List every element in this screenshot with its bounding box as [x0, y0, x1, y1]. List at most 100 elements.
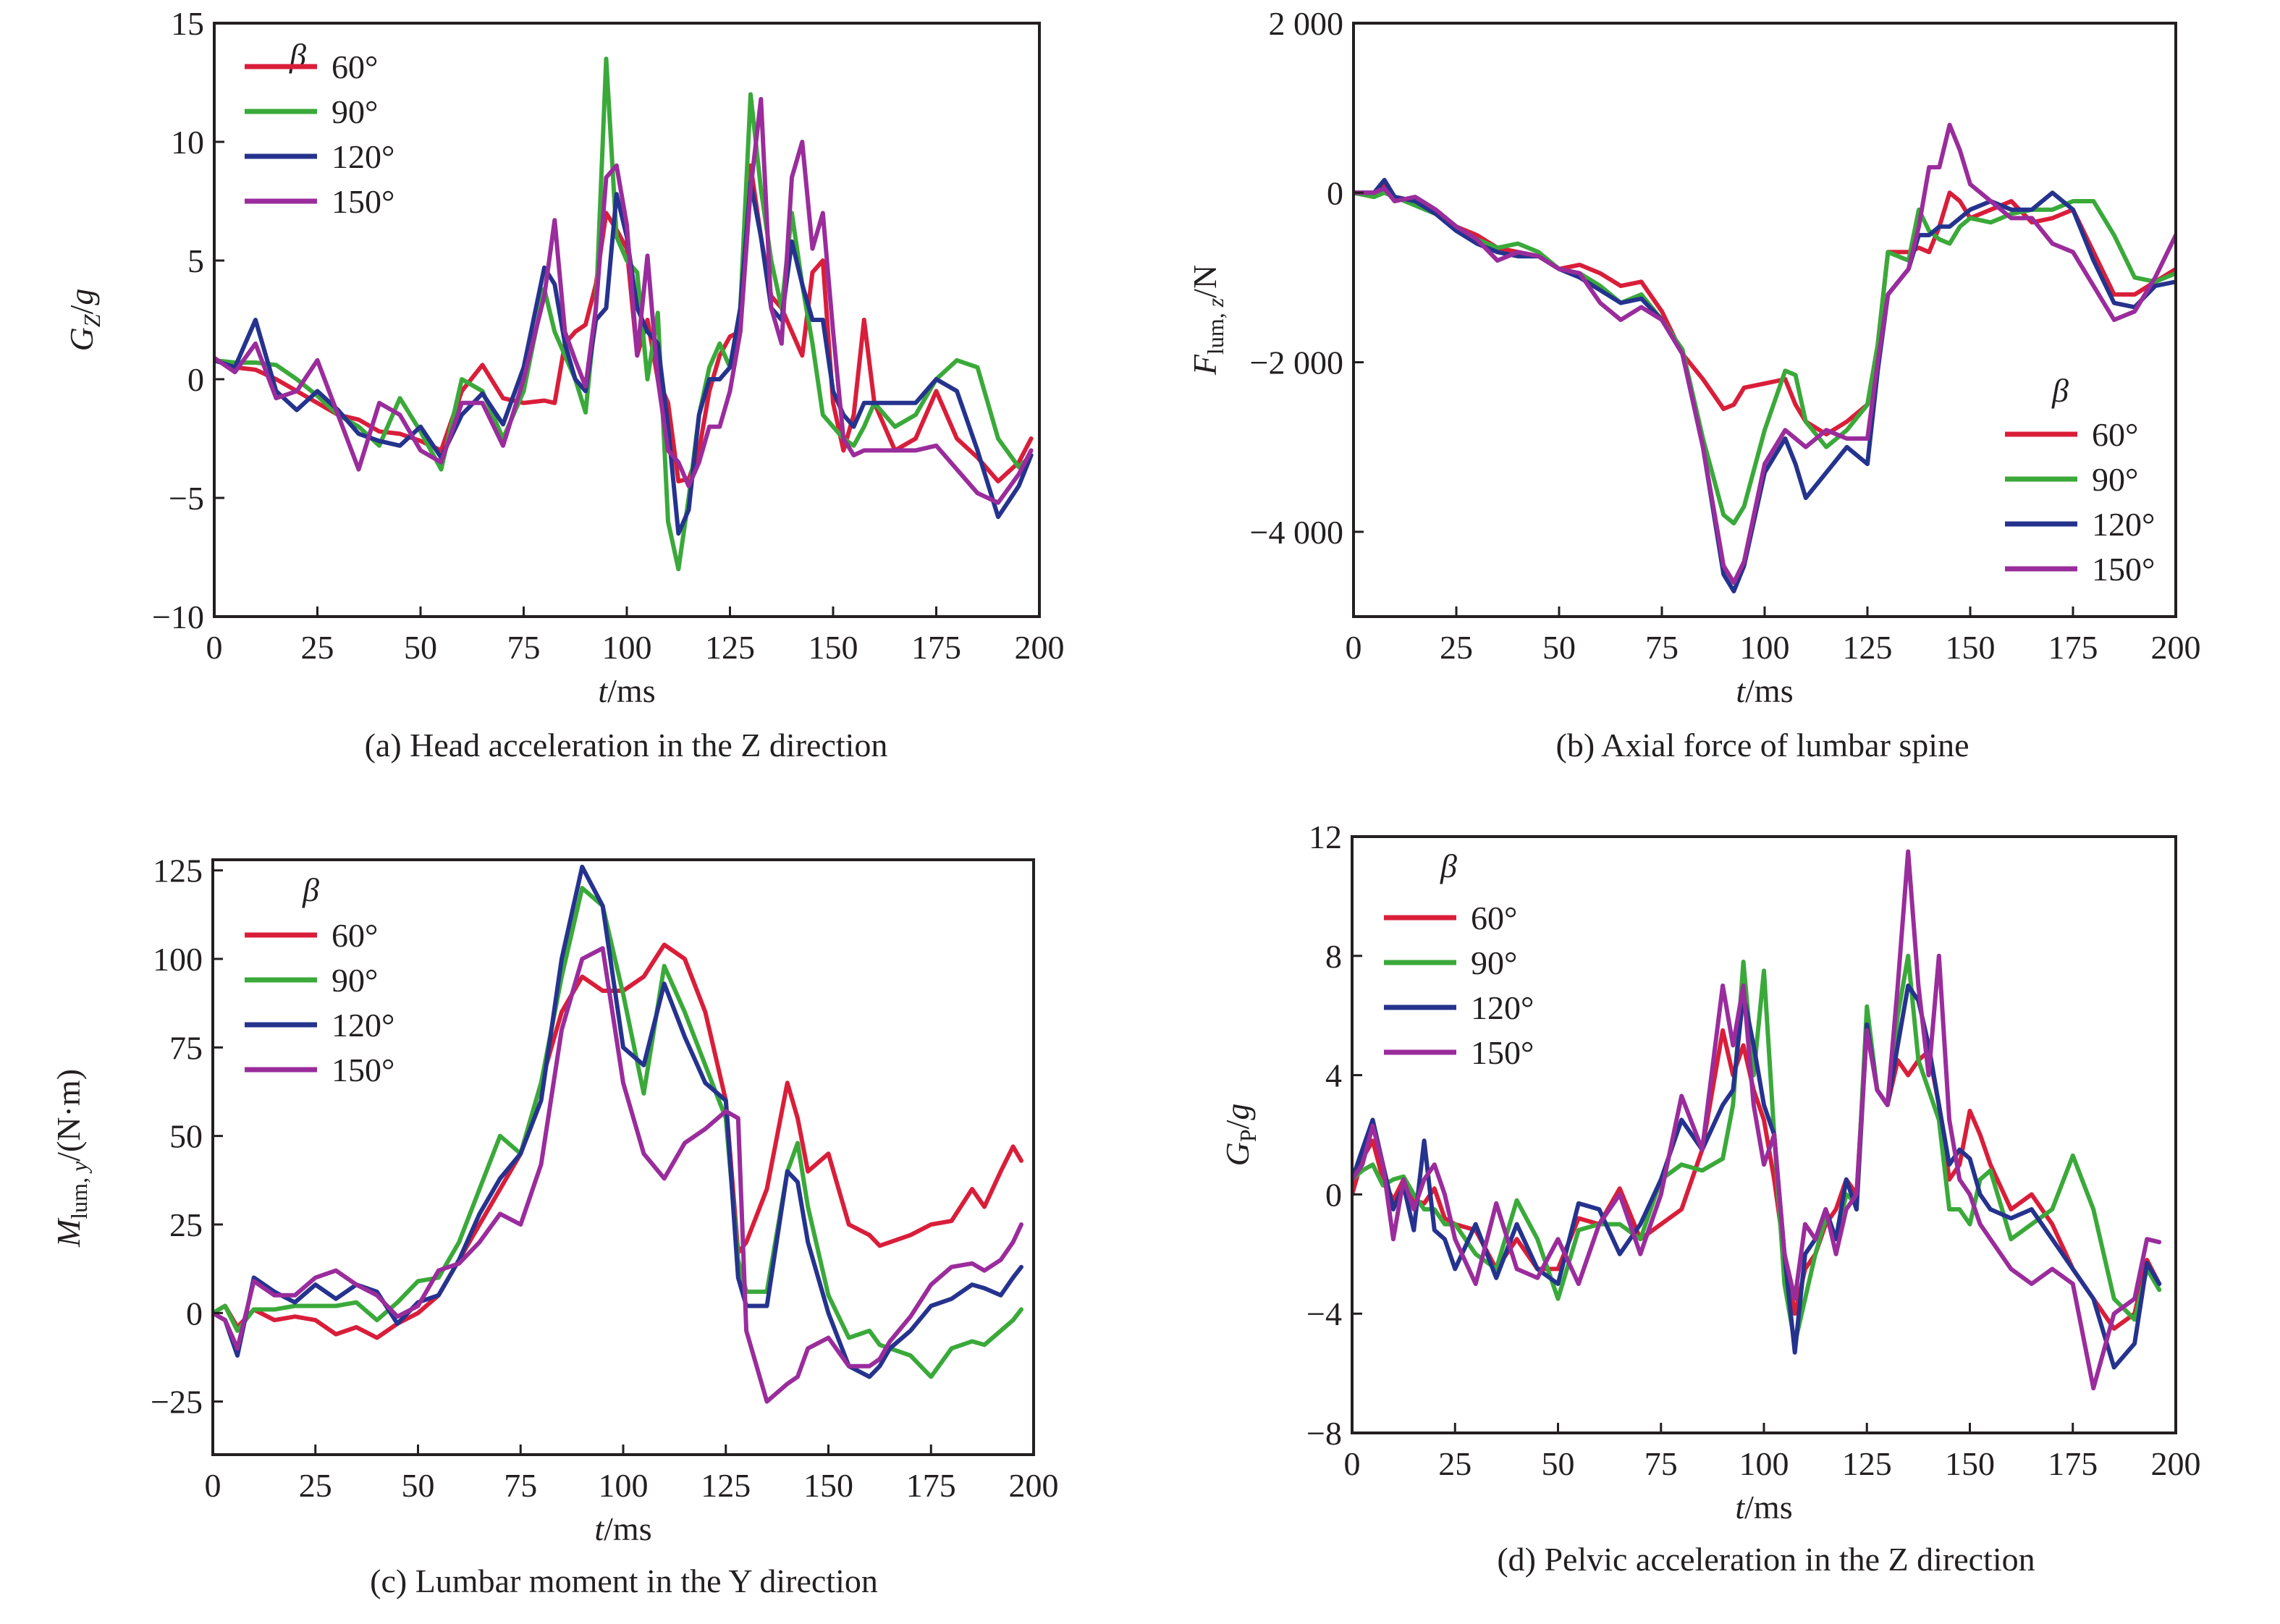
series-line-120deg — [1354, 177, 2176, 593]
legend-label-120deg: 120° — [332, 1007, 394, 1044]
legend-label-120deg: 120° — [332, 138, 394, 175]
legend-label-150deg: 150° — [332, 183, 394, 220]
x-tick-label: 0 — [206, 629, 223, 666]
x-tick-label: 50 — [402, 1467, 435, 1504]
x-tick-label: 125 — [1843, 629, 1893, 666]
x-tick-label: 50 — [1542, 1445, 1575, 1482]
series-layer — [213, 864, 1023, 1404]
x-axis-title: t/ms — [594, 1510, 651, 1547]
y-axis-title: Flum, z/N — [1186, 265, 1228, 376]
series-layer — [1352, 849, 2162, 1391]
x-axis-title: t/ms — [598, 672, 655, 709]
axis-ticks: 0 25 50 75 100 125 150 175 200 −25 0 25 50 75 100 125 — [151, 853, 1058, 1504]
x-tick-label: 150 — [1946, 629, 1996, 666]
x-tick-label: 25 — [1440, 629, 1473, 666]
axis-ticks: 0 25 50 75 100 125 150 175 200 −10 −5 0 5 10 15 — [152, 5, 1064, 666]
legend-label-150deg: 150° — [1471, 1034, 1534, 1071]
x-tick-label: 175 — [2048, 629, 2098, 666]
x-tick-label: 125 — [1842, 1445, 1892, 1482]
x-tick-label: 200 — [2151, 1445, 2201, 1482]
y-tick-label: 2 000 — [1269, 5, 1344, 42]
y-tick-label: −4 — [1306, 1295, 1342, 1332]
x-tick-label: 150 — [1945, 1445, 1995, 1482]
y-tick-label: −5 — [169, 480, 204, 517]
legend-label-150deg: 150° — [332, 1052, 394, 1088]
x-tick-label: 200 — [1009, 1467, 1059, 1504]
y-tick-label: 75 — [169, 1029, 203, 1066]
legend-label-60deg: 60° — [1471, 900, 1517, 936]
plot-frame — [1352, 22, 2177, 618]
y-tick-label: 0 — [186, 1295, 203, 1332]
axis-ticks: 0 25 50 75 100 125 150 175 200 −8 −4 0 4 8 12 — [1306, 819, 2200, 1482]
x-tick-label: 100 — [602, 629, 652, 666]
legend-label-90deg: 90° — [332, 962, 378, 999]
axis-ticks: 0 25 50 75 100 125 150 175 200 −4 000 −2 000 0 2 000 — [1250, 5, 2201, 666]
y-tick-label: 0 — [187, 361, 204, 398]
chart-lumbar-moment: 0 25 50 75 100 125 150 175 200 −25 0 25 50 75 100 125 β… — [50, 853, 1059, 1599]
x-tick-label: 100 — [599, 1467, 649, 1504]
series-layer — [214, 56, 1034, 572]
x-tick-label: 100 — [1740, 629, 1790, 666]
legend-title: β — [302, 871, 319, 908]
y-tick-label: 50 — [169, 1118, 203, 1155]
x-tick-label: 50 — [404, 629, 437, 666]
legend: β 60° 90° 120° 150° — [245, 871, 394, 1088]
y-tick-label: −8 — [1306, 1415, 1342, 1452]
x-tick-label: 125 — [701, 1467, 751, 1504]
x-tick-label: 75 — [1645, 629, 1679, 666]
y-tick-label: 15 — [171, 5, 204, 42]
x-tick-label: 0 — [1346, 629, 1362, 666]
x-tick-label: 175 — [2048, 1445, 2098, 1482]
chart-caption: (a) Head acceleration in the Z direction — [365, 727, 888, 764]
x-tick-label: 125 — [705, 629, 755, 666]
legend-title: β — [2051, 372, 2069, 409]
y-tick-label: −4 000 — [1250, 514, 1343, 551]
x-tick-label: 150 — [808, 629, 858, 666]
series-line-150deg — [213, 946, 1023, 1404]
series-layer — [1354, 122, 2176, 593]
x-tick-label: 75 — [1644, 1445, 1678, 1482]
x-tick-label: 25 — [301, 629, 334, 666]
legend-label-60deg: 60° — [2092, 416, 2138, 453]
legend-label-120deg: 120° — [2092, 506, 2155, 543]
y-tick-label: 8 — [1325, 938, 1342, 975]
series-line-150deg — [214, 97, 1034, 505]
y-tick-label: 10 — [171, 124, 204, 161]
legend-label-120deg: 120° — [1471, 989, 1534, 1026]
y-tick-label: 4 — [1325, 1057, 1342, 1094]
x-tick-label: 150 — [803, 1467, 853, 1504]
series-line-90deg — [214, 56, 1034, 572]
x-tick-label: 0 — [205, 1467, 221, 1504]
series-line-150deg — [1352, 849, 2162, 1391]
x-tick-label: 0 — [1344, 1445, 1361, 1482]
x-tick-label: 175 — [906, 1467, 956, 1504]
series-line-120deg — [214, 179, 1034, 536]
x-tick-label: 75 — [504, 1467, 537, 1504]
y-tick-label: 0 — [1327, 174, 1343, 211]
legend-label-60deg: 60° — [332, 48, 378, 85]
y-tick-label: −25 — [151, 1384, 203, 1421]
y-tick-label: −10 — [152, 599, 204, 635]
legend-label-150deg: 150° — [2092, 551, 2155, 588]
x-axis-title: t/ms — [1736, 672, 1793, 709]
y-tick-label: −2 000 — [1250, 344, 1343, 381]
x-tick-label: 25 — [299, 1467, 332, 1504]
series-line-90deg — [1354, 190, 2176, 526]
legend-label-90deg: 90° — [332, 93, 378, 130]
legend-label-60deg: 60° — [332, 917, 378, 954]
x-tick-label: 200 — [2151, 629, 2201, 666]
y-axis-title: Mlum, y/(N·m) — [50, 1069, 92, 1248]
y-tick-label: 0 — [1325, 1176, 1342, 1213]
chart-caption: (b) Axial force of lumbar spine — [1556, 727, 1969, 764]
series-line-120deg — [213, 864, 1023, 1379]
chart-lumbar-axial-force: 0 25 50 75 100 125 150 175 200 −4 000 −2 000 0 2 000… — [1186, 5, 2201, 764]
y-tick-label: 100 — [153, 941, 203, 978]
x-tick-label: 175 — [911, 629, 961, 666]
legend-label-90deg: 90° — [2092, 461, 2138, 498]
series-line-60deg — [214, 163, 1034, 483]
y-axis-title: GP/g — [1219, 1104, 1261, 1167]
chart-pelvic-acceleration: 0 25 50 75 100 125 150 175 200 −8 −4 0 4 8 12 β 60° 90° 1… — [1219, 819, 2201, 1578]
